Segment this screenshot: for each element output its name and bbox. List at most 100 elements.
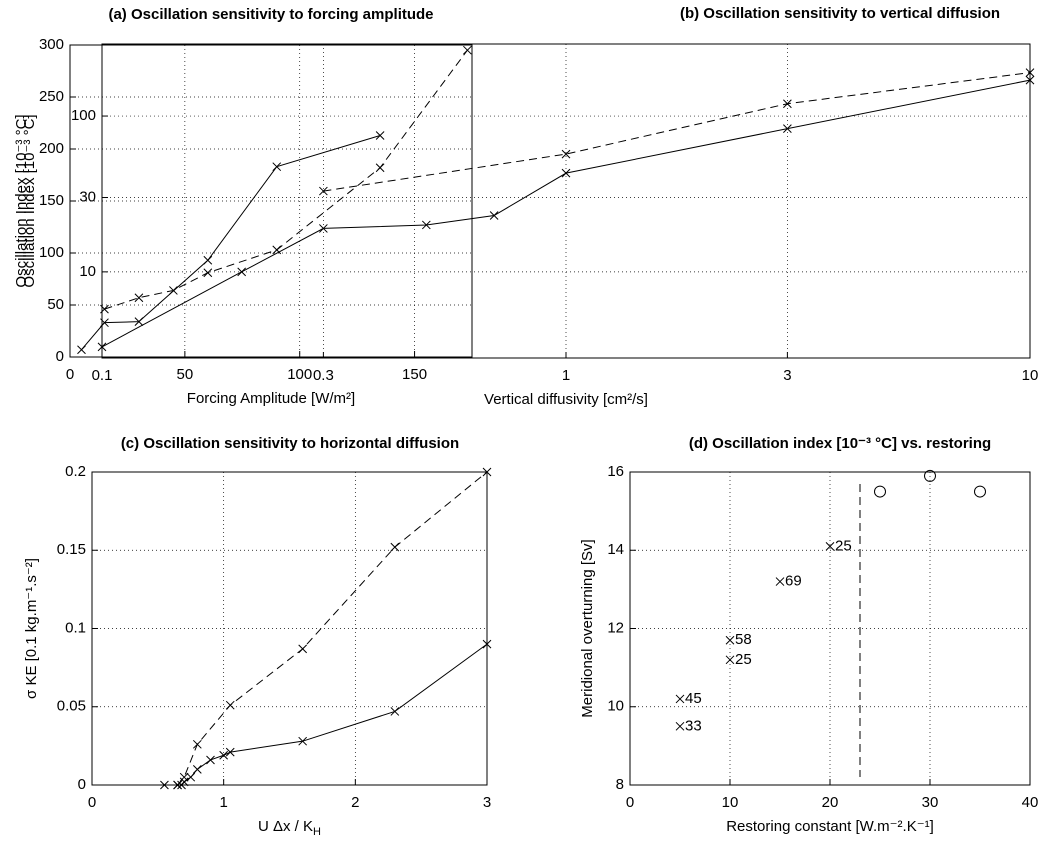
panel: (d) Oscillation index [10⁻³ °C] vs. rest… <box>579 435 1038 835</box>
x-tick-label: 150 <box>402 366 427 383</box>
x-axis-label: Restoring constant [W.m⁻².K⁻¹] <box>726 818 934 835</box>
point <box>169 286 178 295</box>
point <box>225 747 235 757</box>
point <box>482 639 492 649</box>
point <box>192 739 202 749</box>
y-tick-label: 8 <box>616 776 624 793</box>
y-tick-label: 30 <box>79 188 96 205</box>
y-tick-label: 250 <box>39 88 64 105</box>
point <box>272 245 282 255</box>
y-tick-label: 0 <box>56 348 64 365</box>
y-tick-label: 0.05 <box>57 698 86 715</box>
y-axis-label: Oscillation Index [10⁻³ °C] <box>13 114 30 287</box>
y-tick-label: 0 <box>78 776 86 793</box>
x-tick-label: 30 <box>922 794 939 811</box>
point <box>1025 68 1035 77</box>
plot-frame <box>629 471 1031 786</box>
point <box>874 485 886 498</box>
point <box>173 780 182 790</box>
point <box>77 345 86 355</box>
point <box>134 317 144 326</box>
y-tick-label: 150 <box>39 192 64 209</box>
panel-title: (b) Oscillation sensitivity to vertical … <box>680 5 1000 22</box>
point <box>272 162 282 172</box>
panel-title: (a) Oscillation sensitivity to forcing a… <box>108 6 433 23</box>
x-label-subscript: H <box>313 826 321 838</box>
panel-title: (c) Oscillation sensitivity to horizonta… <box>121 435 459 452</box>
x-tick-label: 1 <box>219 794 227 811</box>
x-axis-label: Forcing Amplitude [W/m²] <box>187 390 355 407</box>
point <box>179 772 189 782</box>
point <box>783 124 792 134</box>
point <box>561 149 571 159</box>
point <box>206 755 215 765</box>
series-line <box>104 49 468 310</box>
point <box>225 700 235 710</box>
point <box>298 644 308 654</box>
point <box>160 780 169 790</box>
series-line <box>101 79 1031 348</box>
x-tick-label: 3 <box>783 367 791 384</box>
point <box>561 168 571 178</box>
x-axis-label: Vertical diffusivity [cm²/s] <box>484 391 648 408</box>
point <box>675 721 685 731</box>
y-tick-label: 300 <box>39 36 64 53</box>
point <box>237 267 247 277</box>
plot-frame <box>69 44 473 358</box>
point-label: 25 <box>835 537 852 554</box>
y-tick-label: 16 <box>607 463 624 480</box>
y-tick-label: 100 <box>71 107 96 124</box>
y-tick-label: 200 <box>39 140 64 157</box>
point <box>97 342 107 352</box>
x-tick-label: 0.1 <box>92 367 113 384</box>
plot-frame <box>91 471 488 786</box>
point <box>783 99 792 109</box>
x-tick-label: 0.3 <box>313 367 334 384</box>
point <box>1025 75 1035 85</box>
x-tick-label: 0 <box>66 366 74 383</box>
y-axis-label: Oscillation Index [10⁻³ °C] <box>21 114 38 287</box>
point <box>421 220 431 230</box>
point <box>203 255 213 265</box>
series-line <box>323 72 1031 192</box>
point <box>134 293 144 303</box>
series-line <box>164 643 488 786</box>
panel: (a) Oscillation sensitivity to forcing a… <box>13 6 473 407</box>
y-tick-label: 0.1 <box>65 619 86 636</box>
y-tick-label: 0.15 <box>57 541 86 558</box>
point <box>463 45 472 55</box>
point <box>192 764 202 774</box>
point <box>390 707 400 716</box>
x-tick-label: 10 <box>722 794 739 811</box>
point <box>482 467 492 477</box>
plot-frame <box>101 43 1031 359</box>
point <box>775 577 785 586</box>
x-tick-label: 40 <box>1022 794 1039 811</box>
point <box>489 211 499 220</box>
point <box>203 268 213 278</box>
point <box>390 542 400 552</box>
point <box>375 131 385 140</box>
point <box>319 224 328 233</box>
y-tick-label: 14 <box>607 541 624 558</box>
point <box>974 485 986 498</box>
x-tick-label: 3 <box>483 794 491 811</box>
point-label: 45 <box>685 690 702 707</box>
x-tick-label: 20 <box>822 794 839 811</box>
point <box>298 736 308 746</box>
x-tick-label: 2 <box>351 794 359 811</box>
point-label: 69 <box>785 573 802 590</box>
y-tick-label: 10 <box>607 698 624 715</box>
y-axis-label: Meridional overturning [Sv] <box>579 539 596 717</box>
point <box>186 772 196 782</box>
point <box>219 750 229 760</box>
panel: (b) Oscillation sensitivity to vertical … <box>21 5 1038 408</box>
point <box>675 694 685 704</box>
panel: (c) Oscillation sensitivity to horizonta… <box>23 435 492 838</box>
x-tick-label: 100 <box>287 366 312 383</box>
y-tick-label: 100 <box>39 244 64 261</box>
x-label-part: U Δx / K <box>258 818 313 835</box>
x-tick-label: 0 <box>88 794 96 811</box>
y-tick-label: 0.2 <box>65 463 86 480</box>
